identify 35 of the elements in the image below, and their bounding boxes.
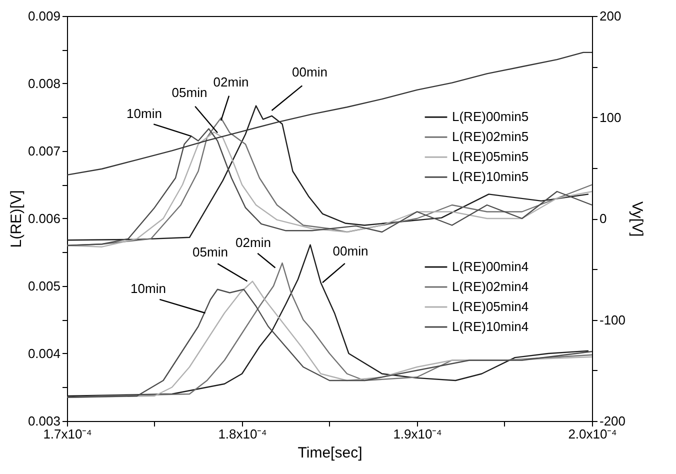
y-tick-label: 0.009 (28, 8, 60, 24)
annotation: 02min (236, 234, 271, 250)
y2-tick-label: -200 (600, 414, 626, 428)
legend-label: L(RE)02min4 (452, 278, 529, 294)
y2-tick-label: 200 (600, 8, 622, 24)
annotation: 00min (292, 64, 328, 80)
x-axis-title: Time[sec] (298, 444, 362, 462)
y-axis-title: L(RE)[V] (8, 190, 25, 248)
legend-label: L(RE)05min5 (452, 149, 529, 164)
y2-tick-label: -100 (600, 312, 626, 328)
legend-label: L(RE)10min4 (452, 318, 529, 334)
legend-label: L(RE)00min4 (452, 258, 529, 274)
y2-tick-label: 100 (600, 110, 622, 125)
y-tick-label: 0.003 (28, 414, 60, 428)
annotation: 05min (172, 84, 208, 100)
y-tick-label: 0.007 (28, 144, 60, 158)
annotation: 10min (130, 281, 166, 296)
legend-label: L(RE)00min5 (452, 109, 529, 124)
annotation: 00min (332, 244, 368, 259)
annotation: 10min (126, 106, 162, 122)
x-tick-label: 1.8x10⁻⁴ (218, 426, 267, 442)
annotation: 02min (213, 74, 249, 90)
legend-label: L(RE)10min5 (452, 169, 529, 184)
y-tick-label: 0.004 (28, 346, 60, 361)
annotation: 05min (192, 244, 228, 260)
y2-tick-label: 0 (600, 211, 607, 226)
y-tick-label: 0.006 (28, 211, 60, 226)
y-tick-label: 0.005 (28, 278, 60, 294)
legend-label: L(RE)05min4 (452, 298, 529, 314)
x-tick-label: 1.7x10⁻⁴ (43, 426, 92, 442)
y2-axis-title: Vy[V] (628, 201, 646, 237)
x-tick-label: 2.0x10⁻⁴ (568, 426, 617, 442)
x-tick-label: 1.9x10⁻⁴ (393, 426, 442, 442)
legend-label: L(RE)02min5 (452, 129, 529, 144)
y-tick-label: 0.008 (28, 76, 60, 91)
